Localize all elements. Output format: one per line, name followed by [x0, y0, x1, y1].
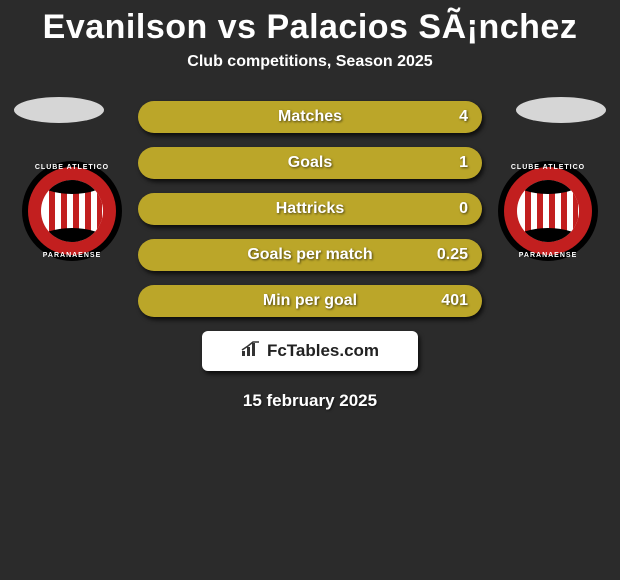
brand-text: FcTables.com	[267, 341, 379, 361]
badge-ring-text-top: CLUBE ATLETICO	[22, 164, 122, 171]
badge-ring-text-top: CLUBE ATLETICO	[498, 164, 598, 171]
player-ellipse-right	[516, 97, 606, 123]
stat-bar-hattricks: Hattricks 0	[138, 193, 482, 225]
stat-value: 0.25	[437, 239, 468, 271]
brand-card[interactable]: FcTables.com	[202, 331, 418, 371]
stat-label: Matches	[138, 101, 482, 133]
stat-label: Goals	[138, 147, 482, 179]
stat-label: Hattricks	[138, 193, 482, 225]
page-subtitle: Club competitions, Season 2025	[0, 53, 620, 71]
stat-bar-matches: Matches 4	[138, 101, 482, 133]
main-area: CLUBE ATLETICO PARANAENSE CLUBE ATLETICO	[0, 101, 620, 411]
badge-ring-text-bottom: PARANAENSE	[498, 252, 598, 259]
page: Evanilson vs Palacios SÃ¡nchez Club comp…	[0, 0, 620, 580]
stat-value: 401	[441, 285, 468, 317]
stat-label: Goals per match	[138, 239, 482, 271]
player-ellipse-left	[14, 97, 104, 123]
stat-bars: Matches 4 Goals 1 Hattricks 0 Goals per …	[138, 101, 482, 317]
stat-value: 1	[459, 147, 468, 179]
page-title: Evanilson vs Palacios SÃ¡nchez	[0, 0, 620, 47]
footer-date: 15 february 2025	[0, 391, 620, 411]
stat-bar-goals-per-match: Goals per match 0.25	[138, 239, 482, 271]
bar-chart-icon	[241, 341, 267, 362]
stat-value: 4	[459, 101, 468, 133]
club-badge-right: CLUBE ATLETICO PARANAENSE	[498, 161, 598, 261]
stat-label: Min per goal	[138, 285, 482, 317]
stat-value: 0	[459, 193, 468, 225]
stat-bar-min-per-goal: Min per goal 401	[138, 285, 482, 317]
badge-ring-text-bottom: PARANAENSE	[22, 252, 122, 259]
stat-bar-goals: Goals 1	[138, 147, 482, 179]
club-badge-left: CLUBE ATLETICO PARANAENSE	[22, 161, 122, 261]
